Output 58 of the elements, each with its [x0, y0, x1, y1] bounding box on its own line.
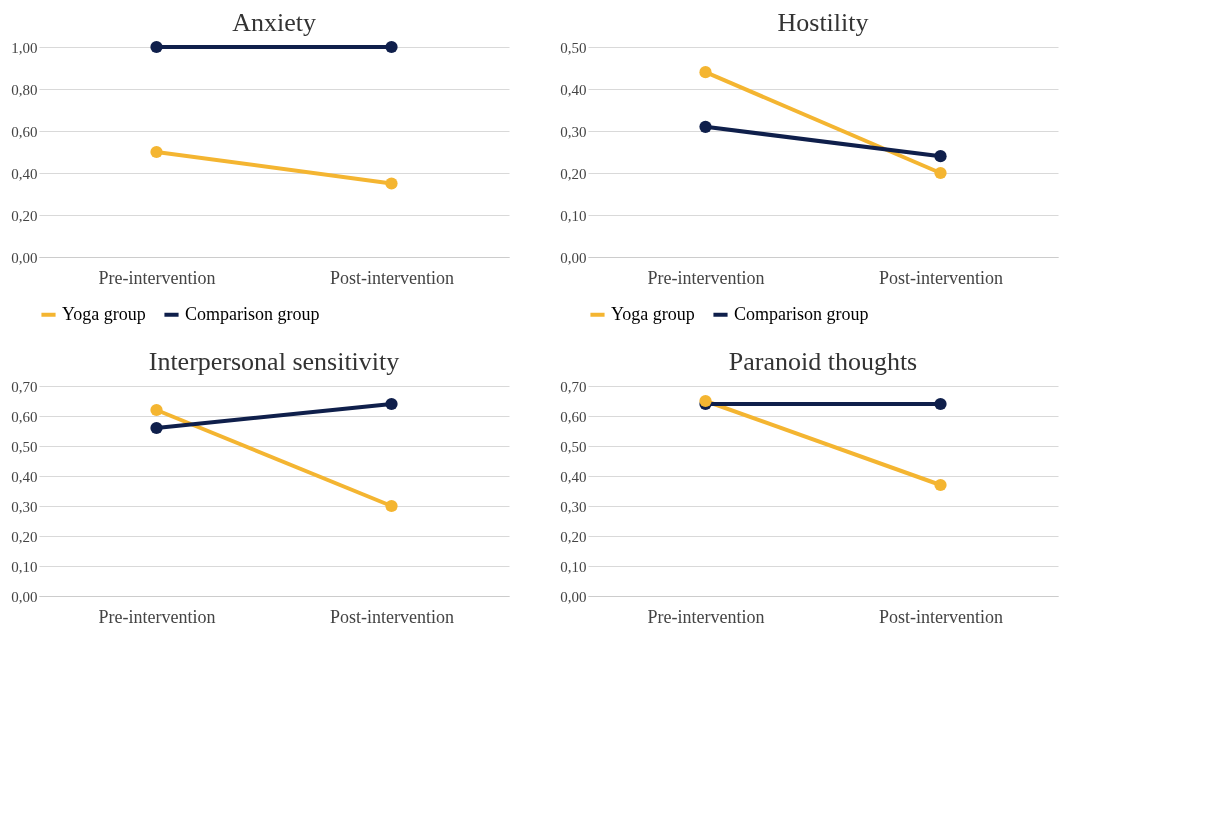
y-tick-label: 0,10 — [11, 558, 38, 575]
y-tick-label: 0,70 — [11, 378, 38, 395]
chart-title: Hostility — [777, 8, 869, 37]
y-tick-label: 0,30 — [560, 123, 587, 140]
y-tick-label: 0,00 — [11, 588, 38, 605]
x-tick-label: Pre-intervention — [647, 606, 765, 627]
legend-label: Yoga group — [62, 303, 146, 324]
y-tick-label: 0,10 — [560, 207, 587, 224]
y-tick-label: 0,60 — [11, 123, 38, 140]
point — [934, 478, 947, 492]
point — [934, 397, 947, 411]
y-tick-label: 0,20 — [11, 207, 38, 224]
x-tick-label: Post-intervention — [879, 267, 1003, 288]
point — [150, 403, 163, 417]
x-tick-label: Post-intervention — [879, 606, 1003, 627]
y-tick-label: 0,40 — [560, 81, 587, 98]
chart-title: Paranoid thoughts — [728, 347, 918, 376]
y-tick-label: 0,40 — [11, 165, 38, 182]
y-tick-label: 0,20 — [560, 165, 587, 182]
legend-label: Yoga group — [611, 303, 695, 324]
y-tick-label: 0,00 — [560, 249, 587, 266]
legend-label: Comparison group — [185, 303, 320, 324]
point — [934, 166, 947, 180]
y-tick-label: 0,00 — [560, 588, 587, 605]
point — [699, 66, 712, 79]
point — [385, 397, 398, 411]
y-tick-label: 0,10 — [560, 558, 587, 575]
legend-label: Comparison group — [734, 303, 869, 324]
point — [150, 40, 163, 54]
y-tick-label: 0,30 — [11, 498, 38, 515]
point — [150, 421, 163, 435]
x-tick-label: Pre-intervention — [647, 267, 765, 288]
point — [385, 40, 398, 54]
y-tick-label: 0,30 — [560, 498, 587, 515]
chart-title: Anxiety — [232, 8, 316, 37]
y-tick-label: 0,20 — [11, 528, 38, 545]
y-tick-label: 0,40 — [11, 468, 38, 485]
point — [385, 177, 398, 190]
point — [150, 145, 163, 159]
y-tick-label: 0,60 — [11, 408, 38, 425]
y-tick-label: 1,00 — [11, 39, 38, 56]
x-tick-label: Pre-intervention — [98, 606, 216, 627]
y-tick-label: 0,40 — [560, 468, 587, 485]
point — [385, 499, 398, 513]
y-tick-label: 0,00 — [11, 249, 38, 266]
y-tick-label: 0,50 — [11, 438, 38, 455]
x-tick-label: Pre-intervention — [98, 267, 216, 288]
y-tick-label: 0,80 — [11, 81, 38, 98]
point — [934, 150, 947, 163]
chart-title: Interpersonal sensitivity — [148, 347, 400, 376]
x-tick-label: Post-intervention — [330, 267, 454, 288]
y-tick-label: 0,50 — [560, 39, 587, 56]
x-tick-label: Post-intervention — [330, 606, 454, 627]
y-tick-label: 0,70 — [560, 378, 587, 395]
y-tick-label: 0,50 — [560, 438, 587, 455]
y-tick-label: 0,20 — [560, 528, 587, 545]
point — [699, 120, 712, 133]
y-tick-label: 0,60 — [560, 408, 587, 425]
